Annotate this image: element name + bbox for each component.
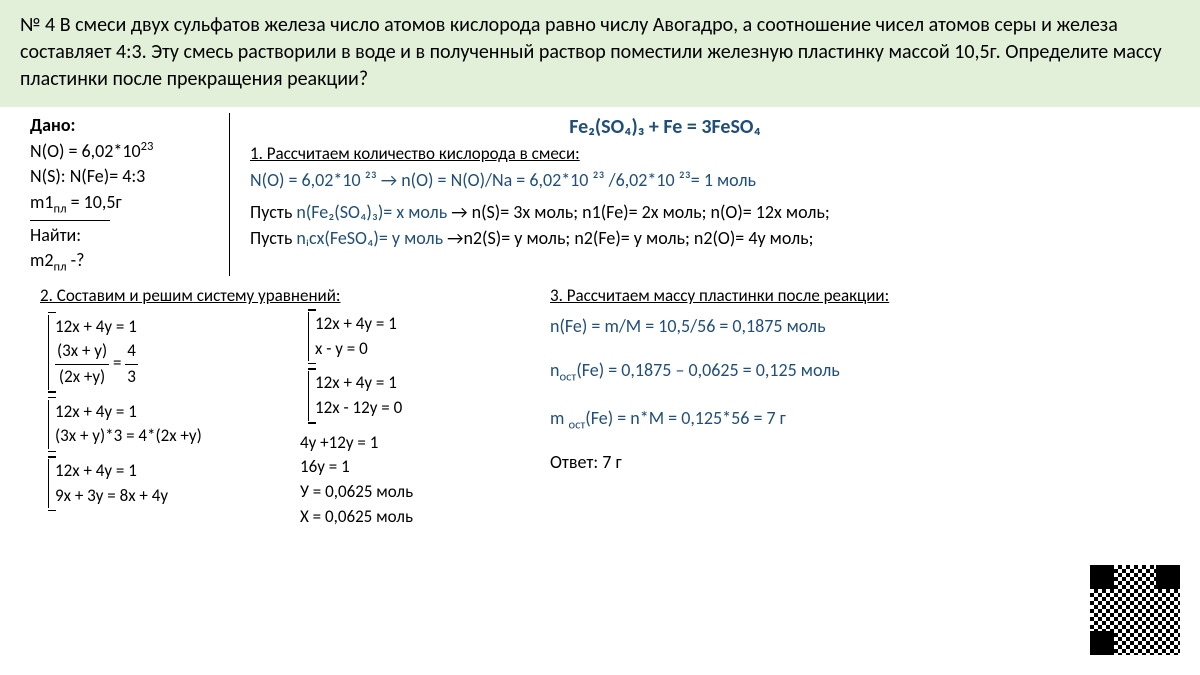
given-line-1: N(O) = 6,02*1023: [30, 138, 219, 164]
step1-let1: Пусть n(Fe₂(SO₄)₃)= x моль → n(S)= 3x мо…: [250, 199, 1180, 225]
problem-text: В смеси двух сульфатов железа число атом…: [20, 13, 1162, 91]
given-line-2: N(S): N(Fe)= 4:3: [30, 164, 219, 189]
system-5: 12x + 4y = 1 12x - 12y = 0: [308, 371, 500, 420]
solution-lower: 2. Составим и решим систему уравнений: 1…: [0, 276, 1200, 529]
given-find: Найти:: [30, 223, 219, 248]
system-1: 12x + 4y = 1 (3x + y)(2x +y) = 43: [48, 315, 270, 390]
step3-title: 3. Рассчитаем массу пластинки после реак…: [550, 284, 1180, 309]
step3-line1: n(Fe) = m/M = 10,5/56 = 0,1875 моль: [550, 313, 1180, 339]
answer: Ответ: 7 г: [550, 449, 1180, 475]
system-4: 12x + 4y = 1 x - y = 0: [308, 312, 500, 361]
step1-let2: Пусть nᵢсх(FeSO₄)= y моль →n2(S)= y моль…: [250, 225, 1180, 251]
step3-col: 3. Рассчитаем массу пластинки после реак…: [530, 284, 1180, 529]
result-2: 16y = 1: [300, 455, 500, 480]
step1-calc: N(O) = 6,02*10 ²³ → n(O) = N(O)/Na = 6,0…: [250, 167, 1180, 193]
given-target: m2пл -?: [30, 248, 219, 276]
qr-code: [1090, 565, 1180, 655]
system-2: 12x + 4y = 1 (3x + y)*3 = 4*(2x +y): [48, 400, 270, 449]
result-4: Х = 0,0625 моль: [300, 505, 500, 530]
given-line-3: m1пл = 10,5г: [30, 190, 219, 218]
step3-line3: m ост(Fe) = n*M = 0,125*56 = 7 г: [550, 405, 1180, 435]
given-divider: [30, 220, 110, 221]
step1-title: 1. Рассчитаем количество кислорода в сме…: [250, 142, 1180, 167]
step2-col2: 12x + 4y = 1 x - y = 0 12x + 4y = 1 12x …: [300, 284, 500, 529]
result-3: У = 0,0625 моль: [300, 480, 500, 505]
solution-top: Дано: N(O) = 6,02*1023 N(S): N(Fe)= 4:3 …: [0, 107, 1200, 276]
step2-col1: 2. Составим и решим систему уравнений: 1…: [40, 284, 270, 529]
problem-statement: № 4 В смеси двух сульфатов железа число …: [0, 0, 1200, 107]
problem-number: № 4: [20, 13, 55, 37]
solution-body: Fe₂(SO₄)₃ + Fe = 3FeSO₄ 1. Рассчитаем ко…: [230, 113, 1180, 276]
system-3: 12x + 4y = 1 9x + 3y = 8x + 4y: [48, 459, 270, 508]
main-equation: Fe₂(SO₄)₃ + Fe = 3FeSO₄: [150, 113, 1180, 142]
step2-title: 2. Составим и решим систему уравнений:: [40, 284, 270, 309]
result-1: 4y +12y = 1: [300, 431, 500, 456]
step3-line2: nост(Fe) = 0,1875 – 0,0625 = 0,125 моль: [550, 357, 1180, 387]
